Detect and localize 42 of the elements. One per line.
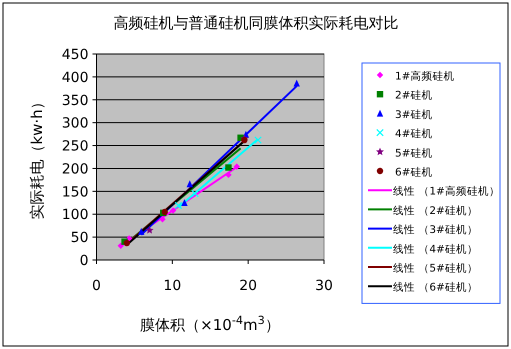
x-tick-label: 30: [315, 278, 333, 294]
legend-label: 5#硅机: [395, 146, 432, 160]
y-tick-label: 400: [62, 70, 88, 86]
x-tick-label: 0: [92, 278, 101, 294]
point: [191, 190, 199, 198]
point: [138, 228, 144, 235]
legend-label: 线性 （5#硅机）: [393, 262, 478, 274]
y-axis-title: 实际耗电（kw·h）: [28, 94, 46, 220]
point: [186, 180, 193, 188]
legend-label: 3#硅机: [395, 108, 432, 121]
x-tick-label: 10: [163, 278, 182, 294]
legend-label: 线性 （3#硅机）: [393, 223, 478, 236]
y-tick-label: 100: [62, 207, 88, 224]
point: [254, 136, 262, 144]
y-tick-label: 250: [62, 138, 88, 155]
legend-label: 线性 （4#硅机）: [393, 242, 478, 256]
point: [234, 163, 240, 170]
y-tick-label: 300: [62, 116, 88, 132]
y-tick-label: 150: [62, 184, 88, 200]
point: [294, 80, 300, 86]
y-tick-label: 350: [62, 92, 88, 109]
chart-title: 高频硅机与普通硅机同膜体积实际耗电对比: [114, 14, 398, 32]
point: [170, 207, 176, 214]
point: [124, 240, 130, 246]
legend-label: 线性 （6#硅机）: [393, 280, 478, 294]
legend-label: 线性 （1#高频硅机）: [393, 184, 500, 198]
y-tick-label: 50: [70, 230, 88, 246]
x-tick-label: 20: [239, 278, 258, 294]
legend-label: 2#硅机: [395, 88, 432, 102]
y-tick-label: 450: [62, 47, 88, 63]
point: [118, 242, 124, 250]
point: [181, 199, 188, 206]
point: [225, 172, 232, 178]
x-axis-title: 膜体积（×10$^{-4}$m$^{3}$）: [140, 314, 280, 334]
point: [174, 202, 182, 210]
point: [146, 226, 154, 234]
legend-label: 4#硅机: [395, 127, 432, 140]
y-tick-label: 0: [80, 253, 88, 269]
legend-label: 6#硅机: [395, 166, 432, 178]
legend-label: 1#高频硅机: [395, 70, 454, 82]
legend-label: 线性 （2#硅机）: [393, 204, 478, 217]
y-tick-label: 200: [62, 161, 88, 178]
